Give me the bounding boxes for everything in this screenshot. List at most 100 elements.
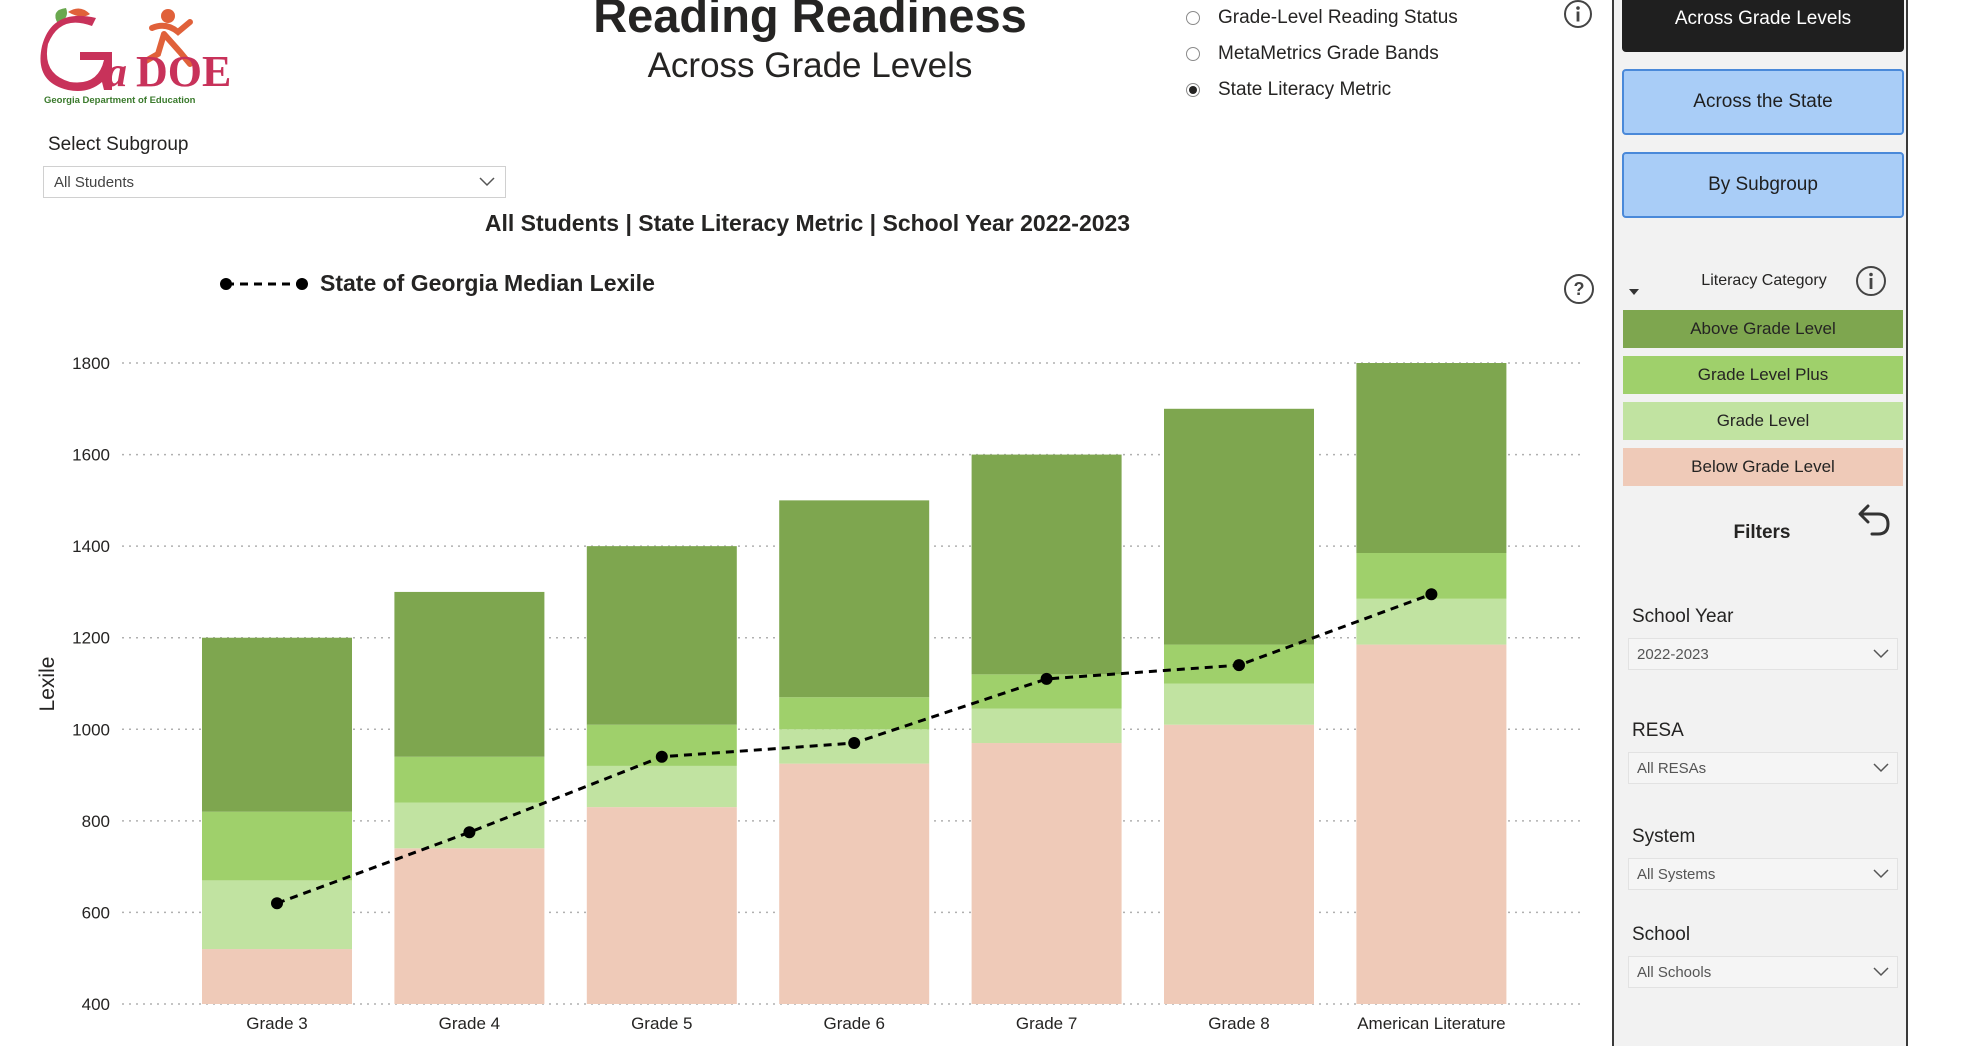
bar-segment-grade	[202, 880, 352, 950]
y-tick-label: 800	[82, 812, 110, 831]
chevron-down-icon	[1873, 869, 1889, 879]
y-tick-label: 1600	[72, 446, 110, 465]
bar-segment-below	[971, 743, 1122, 1004]
bar-segment-below	[202, 949, 352, 1004]
bar-segment-grade	[971, 708, 1122, 744]
median-point	[271, 897, 283, 910]
filter-value: 2022-2023	[1637, 645, 1709, 663]
filter-school-year-dropdown[interactable]: 2022-2023	[1628, 638, 1898, 670]
filter-school-label: School	[1632, 924, 1691, 945]
median-point	[463, 826, 476, 839]
bar-segment-below	[1164, 724, 1314, 1004]
median-legend-label: State of Georgia Median Lexile	[320, 270, 655, 296]
filter-school-dropdown[interactable]: All Schools	[1628, 956, 1898, 988]
subgroup-label: Select Subgroup	[48, 134, 189, 155]
view-option-state-literacy-metric[interactable]: State Literacy Metric	[1186, 72, 1458, 108]
bar-segment-above	[394, 591, 545, 757]
gadoe-logo: a DOE Georgia Department of Education	[40, 4, 245, 106]
bar-segment-above	[202, 637, 352, 812]
view-option-label: MetaMetrics Grade Bands	[1218, 43, 1439, 64]
bar-segment-above	[971, 454, 1122, 675]
logo-tagline: Georgia Department of Education	[44, 95, 196, 106]
y-tick-label: 600	[82, 903, 110, 922]
x-tick-label: Grade 3	[246, 1014, 307, 1033]
y-tick-label: 1800	[72, 354, 110, 373]
x-tick-label: Grade 7	[1016, 1014, 1077, 1033]
right-panel: Across Grade Levels Across the State By …	[1612, 0, 1908, 1046]
median-point	[1040, 672, 1053, 685]
subgroup-dropdown[interactable]: All Students	[43, 166, 506, 198]
info-icon[interactable]	[1562, 0, 1594, 32]
bar-segment-above	[1164, 408, 1314, 645]
view-option-grade-level-reading-status[interactable]: Grade-Level Reading Status	[1186, 0, 1458, 36]
literacy-info-icon[interactable]	[1854, 264, 1888, 298]
y-tick-label: 1400	[72, 537, 110, 556]
subgroup-value: All Students	[54, 173, 135, 191]
radio-selected-icon[interactable]	[1186, 83, 1200, 97]
lexile-stacked-bar-chart: 400 600 800 1000 1200 1400 1600 1800 Lexile Grade…	[36, 354, 1585, 1033]
page-subtitle: Across Grade Levels	[647, 46, 973, 85]
category-grade-level-button[interactable]: Grade Level	[1623, 402, 1903, 440]
svg-text:?: ?	[1574, 279, 1585, 299]
radio-icon[interactable]	[1186, 11, 1200, 25]
x-tick-label: Grade 8	[1208, 1014, 1269, 1033]
chevron-down-icon	[479, 177, 495, 187]
y-tick-label: 1200	[72, 629, 110, 648]
category-grade-level-plus-button[interactable]: Grade Level Plus	[1623, 356, 1903, 394]
bar-segment-grade	[1356, 598, 1507, 645]
radio-icon[interactable]	[1186, 47, 1200, 61]
x-tick-label: American Literature	[1357, 1014, 1505, 1033]
literacy-category-title: Literacy Category	[1701, 272, 1827, 289]
bar-segment-below	[586, 807, 737, 1004]
nav-across-the-state-button[interactable]: Across the State	[1622, 69, 1904, 135]
chart-heading: All Students | State Literacy Metric | S…	[484, 210, 1131, 236]
bar-segment-above	[586, 546, 737, 725]
help-icon[interactable]: ?	[1563, 273, 1595, 305]
undo-icon[interactable]	[1850, 500, 1892, 542]
filter-system-label: System	[1632, 826, 1696, 847]
chevron-down-icon	[1873, 763, 1889, 773]
bar-segment-grade	[1164, 683, 1314, 725]
bar-segment-below	[779, 763, 930, 1004]
view-option-group: Grade-Level Reading Status MetaMetrics G…	[1186, 0, 1458, 108]
page-title: Reading Readiness	[593, 0, 1027, 42]
filter-resa-dropdown[interactable]: All RESAs	[1628, 752, 1898, 784]
caret-down-icon[interactable]	[1628, 288, 1640, 296]
median-point	[1425, 588, 1438, 601]
median-point	[655, 750, 668, 763]
category-above-grade-level-button[interactable]: Above Grade Level	[1623, 310, 1903, 348]
view-option-metametrics-grade-bands[interactable]: MetaMetrics Grade Bands	[1186, 36, 1458, 72]
y-tick-label: 1000	[72, 720, 110, 739]
nav-across-grade-levels-button[interactable]: Across Grade Levels	[1622, 0, 1904, 52]
median-point	[1233, 659, 1245, 672]
x-tick-label: Grade 4	[439, 1014, 500, 1033]
bar-segment-below	[394, 848, 545, 1004]
svg-text:DOE: DOE	[136, 47, 231, 96]
median-point	[848, 737, 861, 750]
filter-value: All Schools	[1637, 963, 1712, 981]
filter-school-year-label: School Year	[1632, 606, 1734, 627]
filter-value: All RESAs	[1637, 759, 1707, 777]
bar-segment-grade	[394, 802, 545, 849]
bar-segment-plus	[394, 756, 545, 803]
filters-title: Filters	[1733, 522, 1791, 543]
filter-value: All Systems	[1637, 865, 1716, 883]
chevron-down-icon	[1873, 649, 1889, 659]
nav-by-subgroup-button[interactable]: By Subgroup	[1622, 152, 1904, 218]
x-tick-label: Grade 5	[631, 1014, 692, 1033]
bar-segment-above	[1356, 363, 1507, 554]
bar-segment-plus	[202, 811, 352, 881]
svg-text:a: a	[106, 50, 127, 96]
bar-segment-above	[779, 500, 930, 698]
y-tick-label: 400	[82, 995, 110, 1014]
bar-segment-below	[1356, 644, 1507, 1004]
view-option-label: Grade-Level Reading Status	[1218, 7, 1458, 28]
median-legend: State of Georgia Median Lexile	[218, 270, 655, 297]
filter-system-dropdown[interactable]: All Systems	[1628, 858, 1898, 890]
y-axis-label: Lexile	[36, 657, 59, 712]
bar-segment-grade	[586, 765, 737, 808]
category-below-grade-level-button[interactable]: Below Grade Level	[1623, 448, 1903, 486]
chevron-down-icon	[1873, 967, 1889, 977]
filter-resa-label: RESA	[1632, 720, 1684, 741]
bar-segment-plus	[779, 697, 930, 730]
